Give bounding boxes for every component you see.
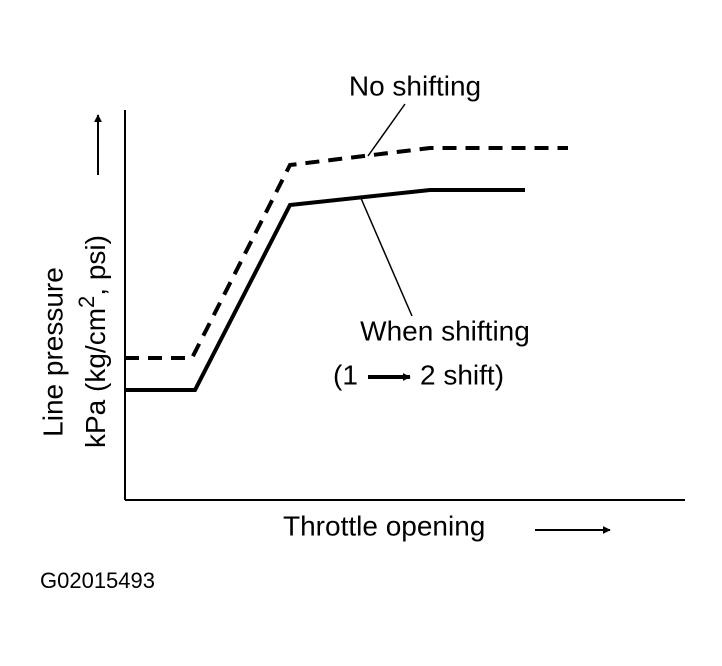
label: (1 [333, 359, 358, 390]
figure-id: G02015493 [40, 568, 155, 593]
x-axis-label: Throttle opening [283, 510, 485, 541]
label: When shifting [360, 315, 530, 346]
y-axis-label-part: , psi) [80, 235, 111, 296]
leader-line [359, 195, 413, 317]
label: No shifting [349, 70, 481, 101]
no-shifting-curve [125, 146, 568, 360]
y-axis-label: kPa (kg/cm2, psi) [74, 235, 112, 448]
label: 2 shift) [420, 359, 504, 390]
y-axis-label: Line pressure [37, 267, 68, 437]
superscript: 2 [74, 296, 99, 308]
y-axis-label-part: kPa (kg/cm [80, 308, 111, 448]
when-shifting-curve [125, 188, 525, 392]
leader-line [367, 103, 406, 157]
